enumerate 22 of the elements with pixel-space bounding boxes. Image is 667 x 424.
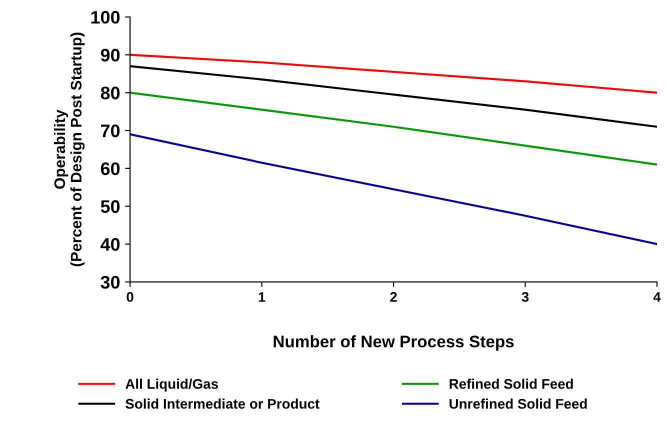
y-tick-label: 30 [100, 276, 120, 289]
line-series [130, 133, 657, 246]
legend-label: Unrefined Solid Feed [450, 398, 587, 409]
y-tick-label: 80 [100, 86, 120, 100]
x-tick-label: 4 [653, 292, 661, 302]
x-tick-label: 0 [126, 292, 134, 302]
x-axis-title: Number of New Process Steps [274, 335, 514, 351]
y-tick-label: 40 [100, 238, 120, 251]
x-tick-label: 2 [390, 292, 397, 302]
legend-label: Refined Solid Feed [450, 378, 573, 389]
y-tick-label: 90 [100, 48, 120, 62]
y-tick-label: 70 [101, 124, 120, 138]
x-tick-label: 3 [522, 292, 529, 302]
legend-label: All Liquid/Gas [126, 378, 218, 392]
x-tick-label: 1 [258, 292, 266, 302]
line-series [130, 92, 657, 166]
y-axis-title: Operability (Percent of Design Post Startup) [54, 32, 85, 266]
legend-label: Solid Intermediate or Product [126, 398, 320, 409]
line-series [130, 54, 657, 94]
y-tick-label: 100 [91, 10, 120, 24]
y-tick-label: 50 [100, 200, 120, 213]
y-tick-label: 60 [100, 162, 120, 176]
